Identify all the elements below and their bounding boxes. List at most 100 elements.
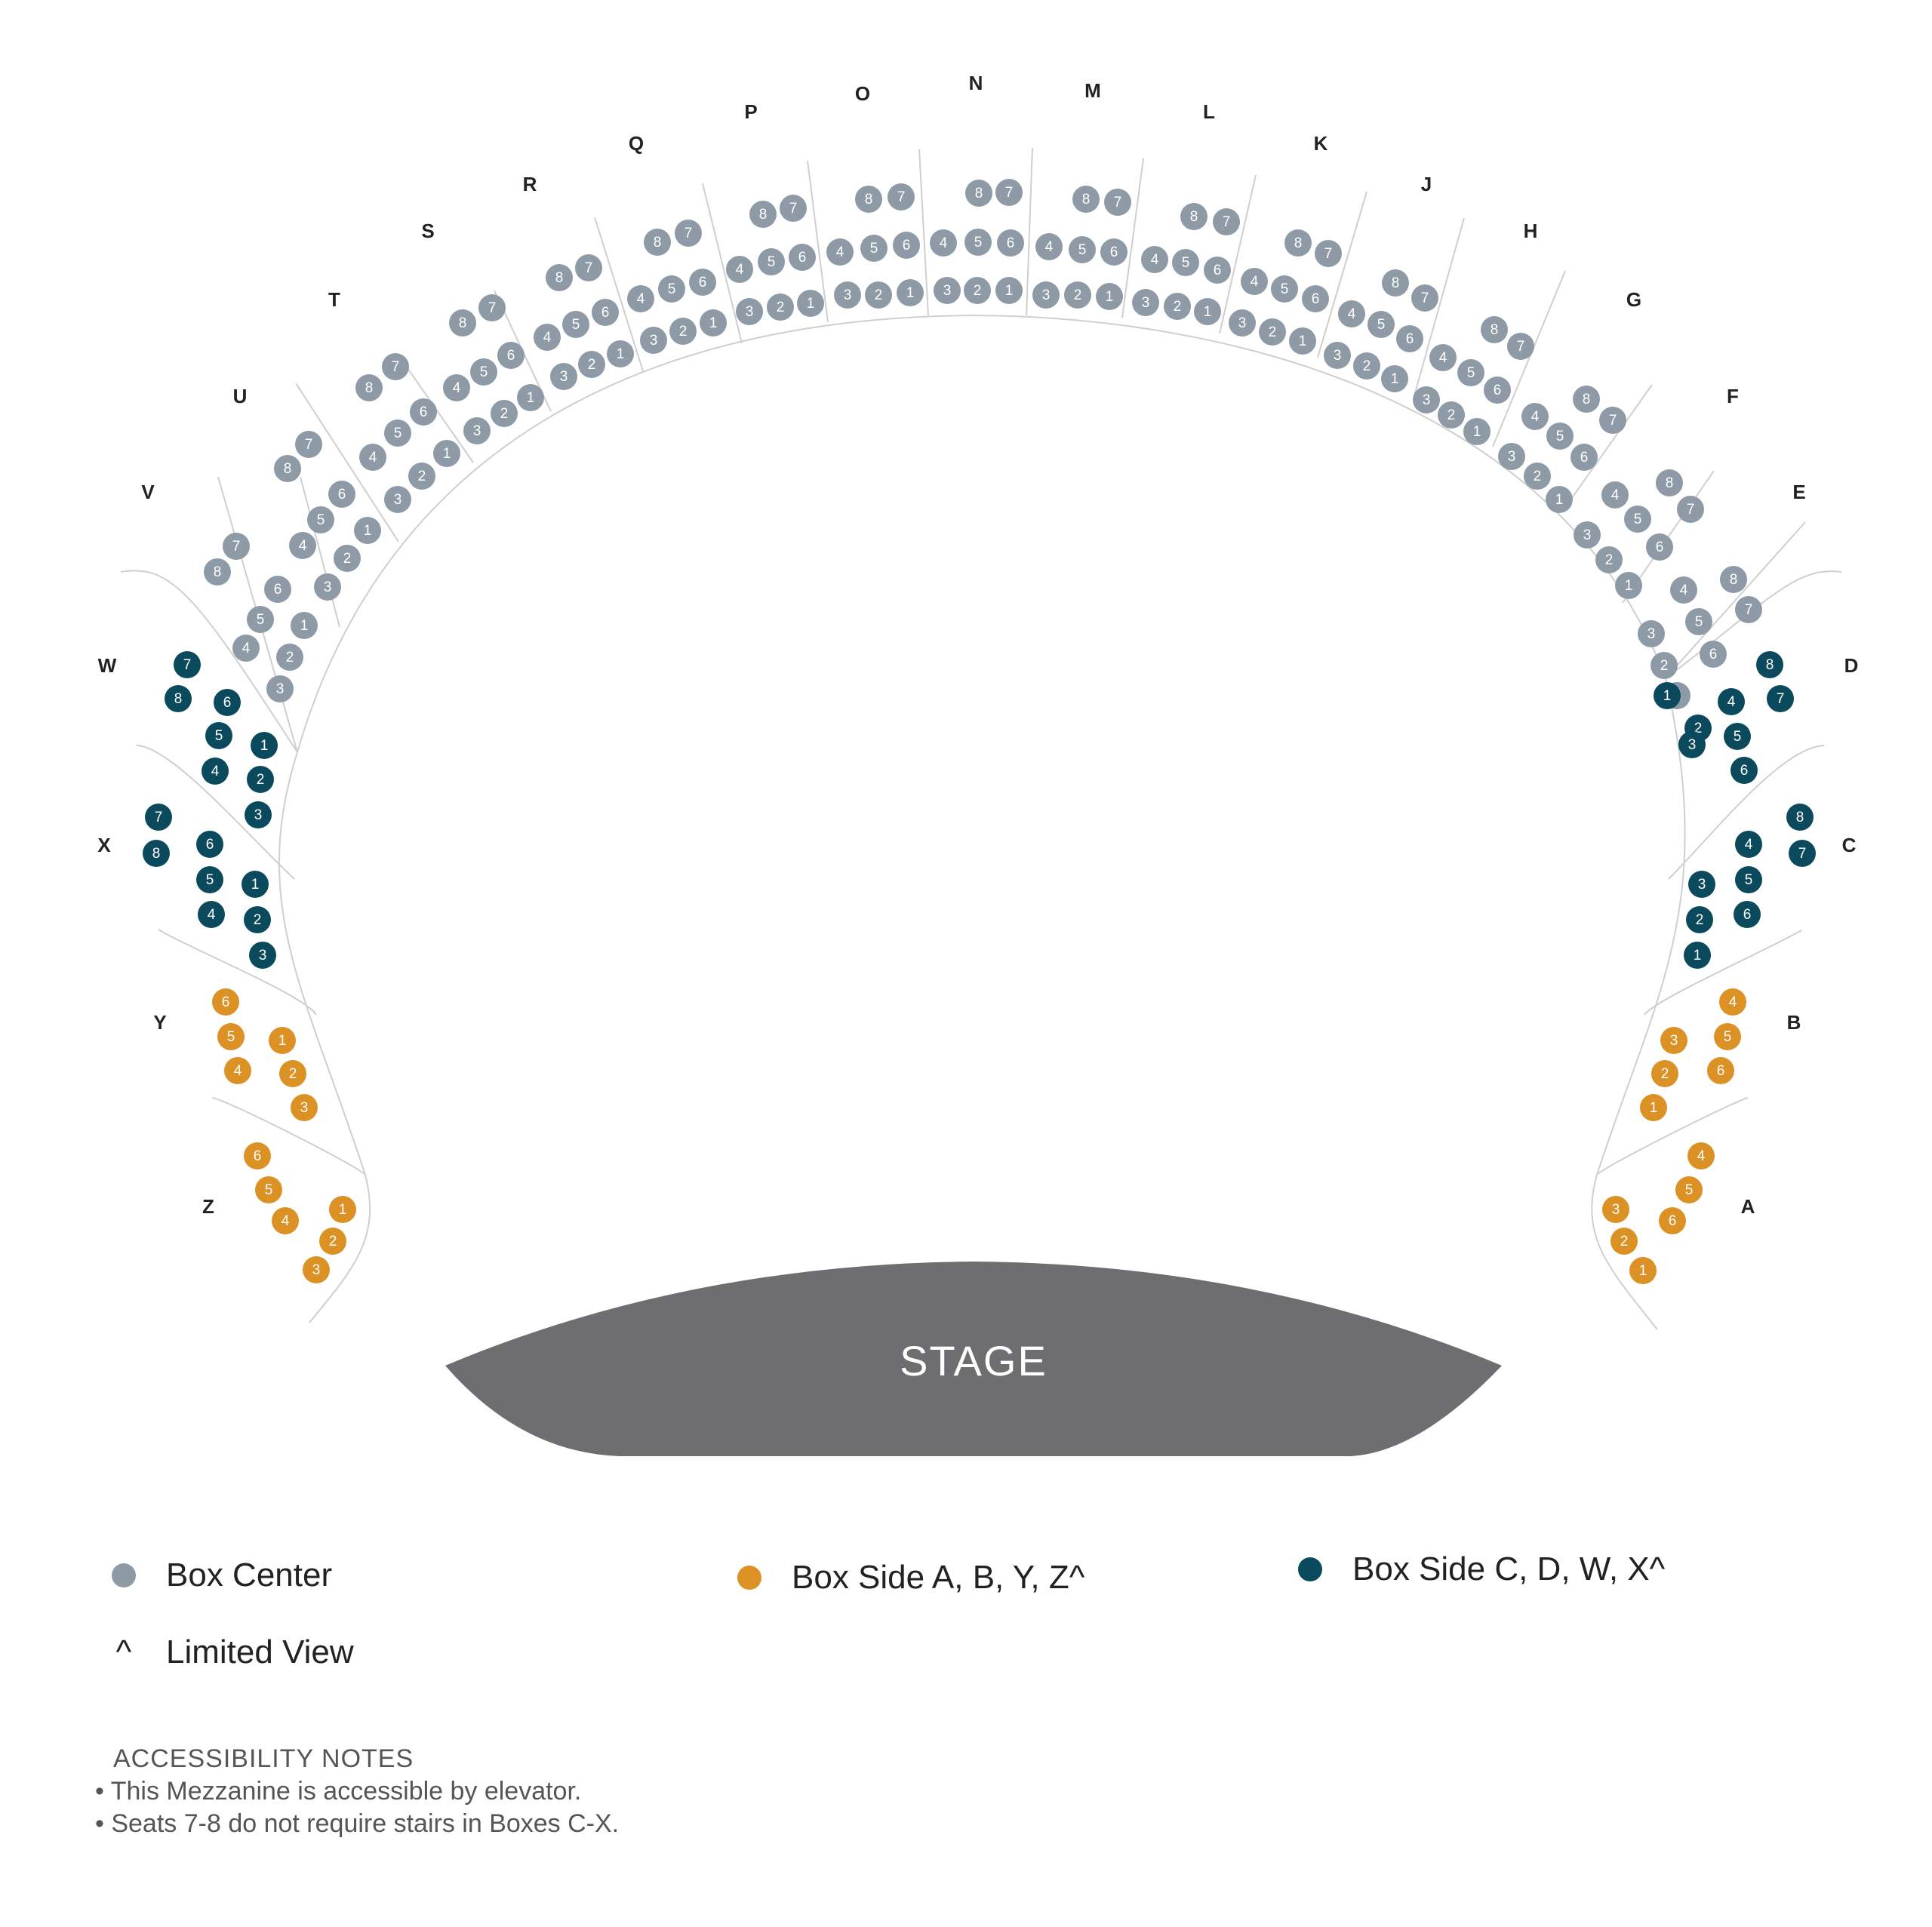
seat-s-3[interactable]: 3	[463, 417, 491, 444]
seat-b-5[interactable]: 5	[1714, 1023, 1741, 1050]
seat-e-4[interactable]: 4	[1670, 576, 1697, 604]
seat-w-8[interactable]: 8	[165, 685, 192, 712]
seat-n-5[interactable]: 5	[964, 229, 992, 256]
seat-x-5[interactable]: 5	[196, 866, 223, 893]
seat-l-7[interactable]: 7	[1213, 208, 1240, 235]
seat-n-2[interactable]: 2	[964, 277, 991, 304]
seat-z-4[interactable]: 4	[272, 1207, 299, 1234]
seat-g-3[interactable]: 3	[1498, 443, 1525, 470]
seat-q-2[interactable]: 2	[669, 318, 697, 345]
seat-d-8[interactable]: 8	[1756, 651, 1783, 678]
seat-l-4[interactable]: 4	[1141, 246, 1168, 273]
seat-c-8[interactable]: 8	[1786, 804, 1814, 831]
seat-n-1[interactable]: 1	[995, 277, 1023, 304]
seat-h-8[interactable]: 8	[1481, 316, 1508, 343]
seat-d-7[interactable]: 7	[1767, 685, 1794, 712]
seat-v-6[interactable]: 6	[264, 576, 291, 603]
seat-r-5[interactable]: 5	[562, 311, 589, 338]
seat-n-3[interactable]: 3	[934, 277, 961, 304]
seat-f-3[interactable]: 3	[1574, 521, 1601, 549]
seat-c-7[interactable]: 7	[1789, 840, 1816, 867]
seat-u-8[interactable]: 8	[274, 455, 301, 482]
seat-y-2[interactable]: 2	[279, 1060, 306, 1087]
seat-f-8[interactable]: 8	[1656, 469, 1683, 496]
seat-h-6[interactable]: 6	[1484, 376, 1511, 404]
seat-b-3[interactable]: 3	[1660, 1027, 1687, 1054]
seat-e-5[interactable]: 5	[1685, 608, 1712, 635]
seat-s-1[interactable]: 1	[517, 384, 544, 411]
seat-y-3[interactable]: 3	[291, 1094, 318, 1121]
seat-u-2[interactable]: 2	[334, 545, 361, 572]
seat-t-6[interactable]: 6	[410, 398, 437, 426]
seat-o-7[interactable]: 7	[888, 183, 915, 211]
seat-c-3[interactable]: 3	[1688, 871, 1715, 898]
seat-r-1[interactable]: 1	[607, 340, 634, 367]
seat-l-8[interactable]: 8	[1180, 203, 1208, 230]
seat-w-5[interactable]: 5	[205, 722, 232, 749]
seat-v-1[interactable]: 1	[291, 612, 318, 639]
seat-o-4[interactable]: 4	[826, 238, 854, 266]
seat-a-4[interactable]: 4	[1687, 1142, 1715, 1169]
seat-h-4[interactable]: 4	[1429, 344, 1457, 371]
seat-e-2[interactable]: 2	[1651, 652, 1678, 679]
seat-q-7[interactable]: 7	[675, 220, 702, 247]
seat-x-8[interactable]: 8	[143, 840, 170, 867]
seat-u-5[interactable]: 5	[307, 506, 334, 533]
seat-p-8[interactable]: 8	[749, 201, 777, 228]
seat-k-6[interactable]: 6	[1302, 285, 1329, 312]
seat-q-6[interactable]: 6	[689, 269, 716, 296]
seat-c-5[interactable]: 5	[1735, 866, 1762, 893]
seat-j-2[interactable]: 2	[1353, 352, 1380, 380]
seat-c-1[interactable]: 1	[1684, 942, 1711, 969]
seat-g-5[interactable]: 5	[1546, 423, 1574, 450]
seat-z-2[interactable]: 2	[319, 1228, 346, 1255]
seat-g-4[interactable]: 4	[1521, 403, 1549, 430]
seat-x-1[interactable]: 1	[242, 871, 269, 898]
seat-p-3[interactable]: 3	[736, 298, 763, 325]
seat-s-2[interactable]: 2	[491, 400, 518, 427]
seat-o-6[interactable]: 6	[893, 232, 920, 259]
seat-p-1[interactable]: 1	[797, 290, 824, 317]
seat-n-4[interactable]: 4	[930, 229, 957, 257]
seat-f-7[interactable]: 7	[1677, 496, 1704, 523]
seat-r-8[interactable]: 8	[546, 264, 573, 291]
seat-k-2[interactable]: 2	[1259, 318, 1286, 346]
seat-j-3[interactable]: 3	[1324, 342, 1351, 369]
seat-u-7[interactable]: 7	[295, 431, 322, 458]
seat-s-6[interactable]: 6	[497, 342, 525, 369]
seat-a-3[interactable]: 3	[1602, 1196, 1629, 1223]
seat-v-3[interactable]: 3	[266, 675, 294, 702]
seat-d-6[interactable]: 6	[1730, 757, 1758, 784]
seat-t-2[interactable]: 2	[408, 463, 435, 490]
seat-a-1[interactable]: 1	[1629, 1257, 1657, 1284]
seat-j-5[interactable]: 5	[1367, 311, 1395, 338]
seat-t-7[interactable]: 7	[382, 353, 409, 380]
seat-w-1[interactable]: 1	[251, 732, 278, 759]
seat-c-6[interactable]: 6	[1734, 901, 1761, 928]
seat-q-1[interactable]: 1	[700, 309, 727, 337]
seat-e-3[interactable]: 3	[1638, 620, 1665, 647]
seat-k-4[interactable]: 4	[1241, 268, 1268, 295]
seat-w-3[interactable]: 3	[245, 801, 272, 828]
seat-d-1[interactable]: 1	[1654, 682, 1681, 709]
seat-j-8[interactable]: 8	[1382, 269, 1409, 297]
seat-t-3[interactable]: 3	[384, 486, 411, 513]
seat-l-6[interactable]: 6	[1204, 257, 1231, 284]
seat-e-7[interactable]: 7	[1735, 596, 1762, 623]
seat-z-1[interactable]: 1	[329, 1196, 356, 1223]
seat-x-3[interactable]: 3	[249, 942, 276, 969]
seat-o-5[interactable]: 5	[860, 235, 888, 262]
seat-a-5[interactable]: 5	[1675, 1176, 1703, 1203]
seat-q-4[interactable]: 4	[627, 285, 654, 312]
seat-g-8[interactable]: 8	[1573, 386, 1600, 413]
seat-o-8[interactable]: 8	[855, 186, 882, 213]
seat-g-7[interactable]: 7	[1599, 407, 1626, 434]
seat-b-6[interactable]: 6	[1707, 1057, 1734, 1084]
seat-g-2[interactable]: 2	[1524, 463, 1551, 490]
seat-v-7[interactable]: 7	[223, 533, 250, 560]
seat-w-4[interactable]: 4	[202, 758, 229, 785]
seat-q-3[interactable]: 3	[640, 327, 667, 354]
seat-f-5[interactable]: 5	[1624, 506, 1651, 533]
seat-f-1[interactable]: 1	[1615, 572, 1642, 599]
seat-z-6[interactable]: 6	[244, 1142, 271, 1169]
